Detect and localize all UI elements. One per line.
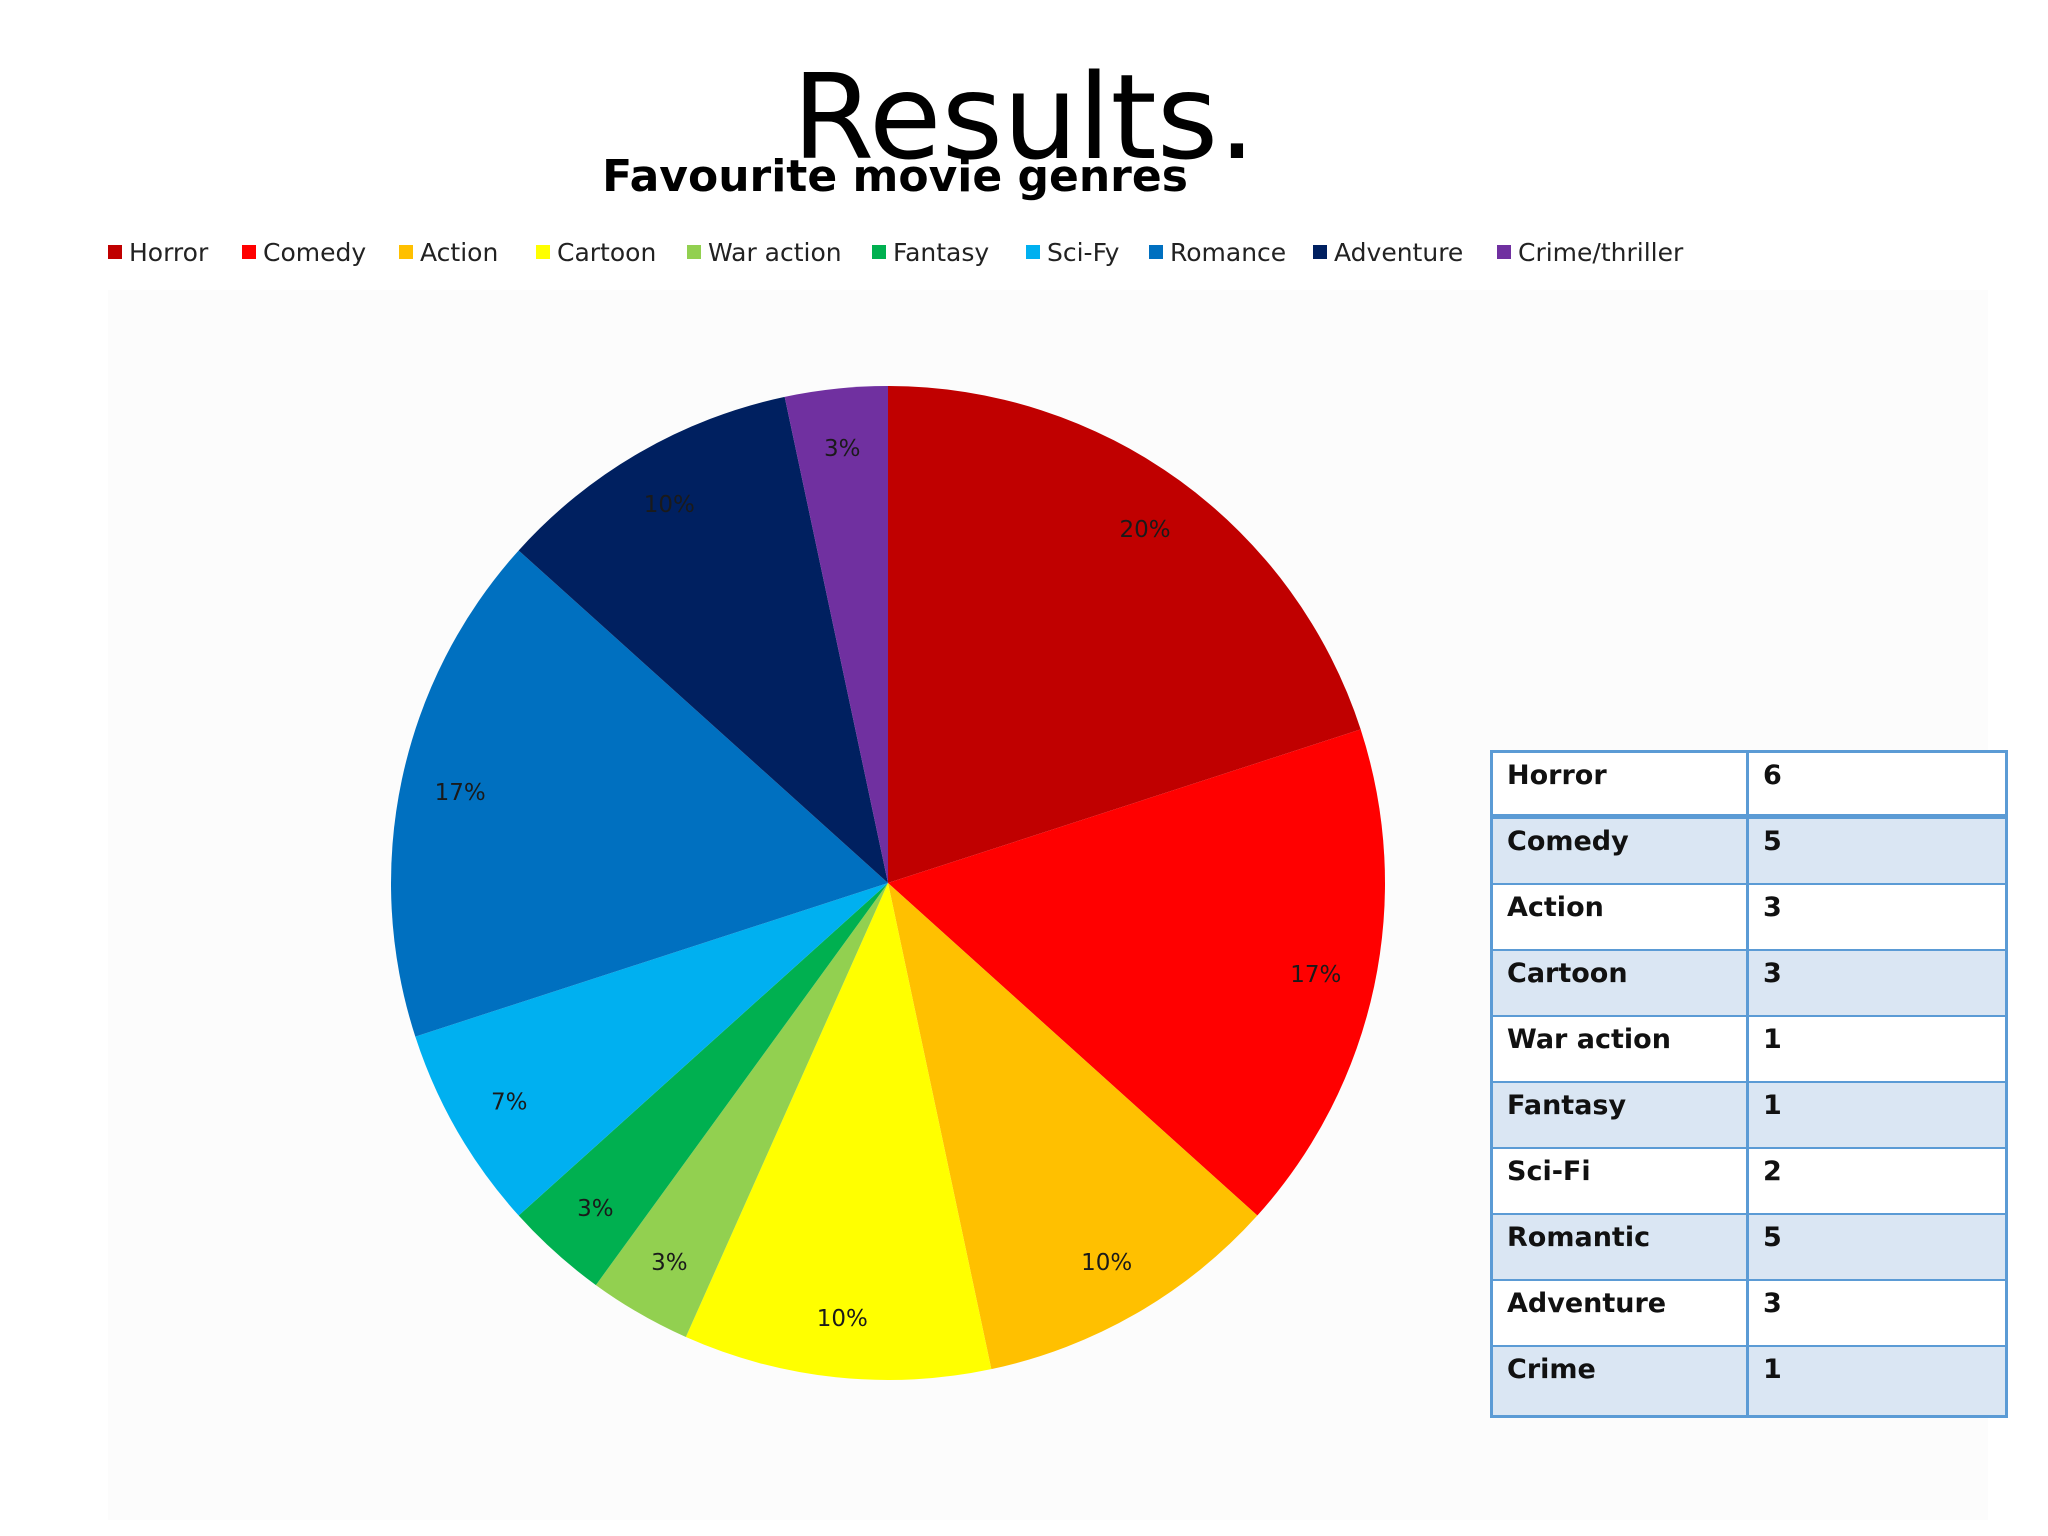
table-cell-genre: Adventure: [1493, 1281, 1749, 1345]
pie-slice: [784, 386, 888, 883]
legend-swatch: [536, 245, 550, 259]
table-cell-genre: Comedy: [1493, 819, 1749, 883]
legend-item: War action: [687, 236, 842, 270]
table-cell-count: 1: [1763, 1354, 1782, 1385]
legend-item: Fantasy: [872, 236, 989, 270]
pie-slice: [415, 883, 888, 1216]
table-cell-genre: Sci-Fi: [1493, 1149, 1749, 1213]
table-cell-genre: Crime: [1493, 1347, 1749, 1415]
legend-item: Cartoon: [536, 236, 656, 270]
table-row: Romantic 5: [1493, 1215, 2005, 1281]
legend-swatch: [1026, 245, 1040, 259]
legend-label: Action: [420, 238, 499, 267]
table-cell-count: 3: [1763, 1288, 1782, 1319]
data-label: 3%: [577, 1196, 614, 1222]
table-cell-count: 5: [1763, 1222, 1782, 1253]
legend-label: Crime/thriller: [1518, 238, 1684, 267]
data-label: 3%: [651, 1250, 688, 1276]
table-cell-count: 1: [1763, 1090, 1782, 1121]
legend-item: Romance: [1149, 236, 1286, 270]
table-row: Action 3: [1493, 885, 2005, 951]
legend-item: Horror: [108, 236, 208, 270]
table-row: Fantasy 1: [1493, 1083, 2005, 1149]
table-cell-count: 2: [1763, 1156, 1782, 1187]
legend-item: Crime/thriller: [1497, 236, 1683, 270]
pie-slice: [595, 883, 888, 1338]
legend-swatch: [1149, 245, 1163, 259]
pie-slice: [518, 396, 888, 883]
table-row: Sci-Fi 2: [1493, 1149, 2005, 1215]
data-label: 10%: [817, 1306, 868, 1332]
table-cell-genre: War action: [1493, 1017, 1749, 1081]
slide-title: Results.: [792, 48, 1256, 186]
legend-swatch: [399, 245, 413, 259]
table-cell-genre: Cartoon: [1493, 951, 1749, 1015]
pie-slice: [518, 883, 888, 1286]
legend-swatch: [687, 245, 701, 259]
data-label: 10%: [644, 492, 695, 518]
table-cell-count: 3: [1763, 892, 1782, 923]
table-cell-genre: Fantasy: [1493, 1083, 1749, 1147]
legend-item: Comedy: [242, 236, 366, 270]
table-cell-genre: Action: [1493, 885, 1749, 949]
table-cell-genre: Horror: [1493, 753, 1749, 814]
pie-slice: [685, 883, 992, 1380]
legend-label: Adventure: [1334, 238, 1464, 267]
table-row: Comedy 5: [1493, 819, 2005, 885]
table-row: Adventure 3: [1493, 1281, 2005, 1347]
genre-count-table: Horror 6 Comedy 5 Action 3 Cartoon 3 War…: [1490, 750, 2008, 1418]
table-row: Horror 6: [1493, 753, 2005, 819]
pie-slice: [888, 386, 1361, 883]
data-label: 10%: [1081, 1250, 1132, 1276]
legend-label: Horror: [129, 238, 209, 267]
legend-swatch: [1497, 245, 1511, 259]
legend-label: Romance: [1170, 238, 1287, 267]
legend-swatch: [1313, 245, 1327, 259]
legend-item: Action: [399, 236, 498, 270]
table-cell-genre: Romantic: [1493, 1215, 1749, 1279]
legend-item: Adventure: [1313, 236, 1463, 270]
legend-item: Sci-Fy: [1026, 236, 1119, 270]
legend-swatch: [108, 245, 122, 259]
legend-label: Cartoon: [557, 238, 657, 267]
data-label: 17%: [435, 780, 486, 806]
table-cell-count: 1: [1763, 1024, 1782, 1055]
data-label: 3%: [824, 436, 861, 462]
legend-label: Sci-Fy: [1047, 238, 1120, 267]
pie-slice: [888, 883, 1258, 1370]
legend-label: War action: [708, 238, 842, 267]
table-row: War action 1: [1493, 1017, 2005, 1083]
legend-swatch: [872, 245, 886, 259]
pie-slice: [390, 550, 888, 1037]
legend-swatch: [242, 245, 256, 259]
legend-label: Fantasy: [893, 238, 990, 267]
legend-label: Comedy: [263, 238, 367, 267]
data-label: 20%: [1120, 517, 1171, 543]
table-row: Crime 1: [1493, 1347, 2005, 1415]
chart-title: Favourite movie genres: [602, 151, 1188, 202]
table-row: Cartoon 3: [1493, 951, 2005, 1017]
data-label: 17%: [1290, 962, 1341, 988]
table-cell-count: 6: [1763, 760, 1782, 791]
table-cell-count: 5: [1763, 826, 1782, 857]
pie-slice: [888, 729, 1385, 1216]
data-label: 7%: [491, 1090, 528, 1116]
table-cell-count: 3: [1763, 958, 1782, 989]
